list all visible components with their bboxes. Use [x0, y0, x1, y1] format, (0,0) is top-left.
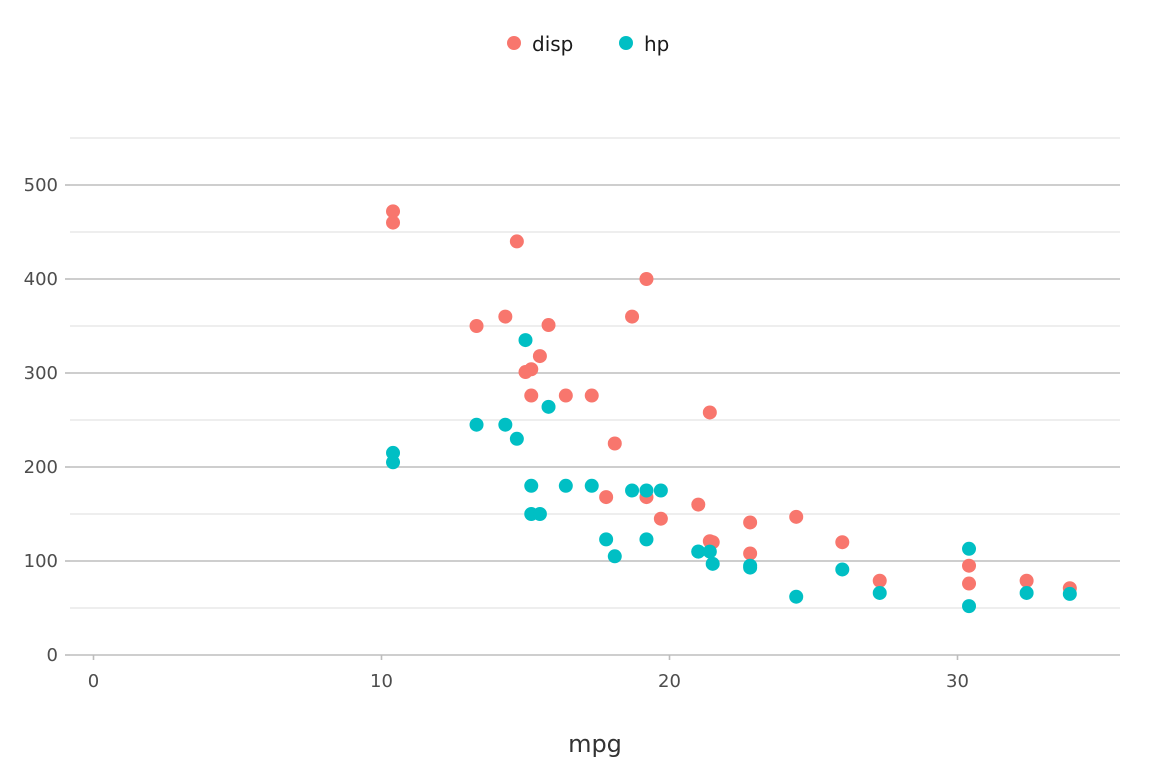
- data-point-hp: [599, 532, 614, 547]
- data-point-disp: [835, 535, 850, 550]
- data-point-disp: [607, 436, 622, 451]
- data-point-disp: [524, 362, 539, 377]
- data-point-hp: [518, 333, 533, 348]
- data-point-disp: [524, 388, 539, 403]
- data-point-hp: [639, 532, 654, 547]
- data-point-hp: [1019, 585, 1034, 600]
- legend-key-disp: [507, 36, 521, 50]
- legend-label-hp: hp: [644, 32, 669, 56]
- data-point-disp: [469, 319, 484, 333]
- data-point-hp: [584, 478, 599, 493]
- data-point-disp: [702, 405, 717, 420]
- legend: disp hp: [507, 32, 669, 56]
- data-point-hp: [872, 585, 887, 600]
- data-point-hp: [743, 560, 758, 575]
- data-point-hp: [532, 507, 547, 521]
- data-point-disp: [872, 573, 887, 588]
- data-point-hp: [962, 541, 977, 556]
- data-point-hp: [705, 556, 720, 571]
- data-point-disp: [691, 497, 706, 512]
- data-point-disp: [599, 490, 614, 505]
- data-point-disp: [541, 318, 556, 333]
- x-tick-label: 0: [88, 671, 99, 692]
- data-point-disp: [509, 234, 524, 249]
- y-tick-label: 400: [24, 269, 58, 290]
- data-point-hp: [524, 478, 539, 493]
- data-point-disp: [743, 546, 758, 561]
- y-tick-label: 200: [24, 457, 58, 478]
- x-tick-label: 30: [946, 671, 969, 692]
- data-points: [386, 204, 1077, 614]
- y-tick-label: 500: [24, 175, 58, 196]
- y-axis: 0 100 200 300 400 500: [24, 175, 70, 666]
- y-tick-label: 100: [24, 551, 58, 572]
- x-axis-title: mpg: [568, 730, 622, 758]
- grid: [70, 137, 1120, 656]
- data-point-hp: [498, 417, 513, 432]
- data-point-hp: [691, 544, 706, 559]
- x-tick-label: 20: [658, 671, 681, 692]
- data-point-disp: [498, 309, 513, 324]
- data-point-hp: [789, 589, 804, 604]
- data-point-disp: [962, 558, 977, 573]
- data-point-disp: [962, 576, 977, 591]
- data-point-disp: [1019, 573, 1034, 588]
- data-point-disp: [789, 509, 804, 524]
- data-point-disp: [639, 272, 654, 286]
- data-point-hp: [653, 483, 668, 498]
- data-point-disp: [386, 215, 401, 230]
- data-point-hp: [702, 544, 717, 559]
- data-point-disp: [532, 349, 547, 364]
- data-point-disp: [625, 309, 640, 324]
- data-point-hp: [469, 417, 484, 432]
- x-tick-label: 10: [370, 671, 393, 692]
- data-point-disp: [386, 204, 401, 219]
- data-point-hp: [625, 483, 640, 498]
- data-point-hp: [386, 455, 401, 470]
- data-point-disp: [653, 511, 668, 526]
- data-point-hp: [541, 399, 556, 414]
- data-point-hp: [1062, 586, 1077, 601]
- data-point-hp: [607, 549, 622, 564]
- legend-key-hp: [619, 36, 633, 50]
- data-point-hp: [962, 599, 977, 614]
- y-tick-label: 300: [24, 363, 58, 384]
- data-point-disp: [558, 388, 573, 403]
- data-point-disp: [743, 515, 758, 530]
- data-point-hp: [835, 562, 850, 577]
- data-point-hp: [558, 478, 573, 493]
- x-axis: 0 10 20 30: [88, 655, 969, 692]
- legend-label-disp: disp: [532, 32, 573, 56]
- data-point-hp: [509, 431, 524, 446]
- data-point-disp: [584, 388, 599, 403]
- data-point-hp: [639, 483, 654, 498]
- y-tick-label: 0: [47, 645, 58, 666]
